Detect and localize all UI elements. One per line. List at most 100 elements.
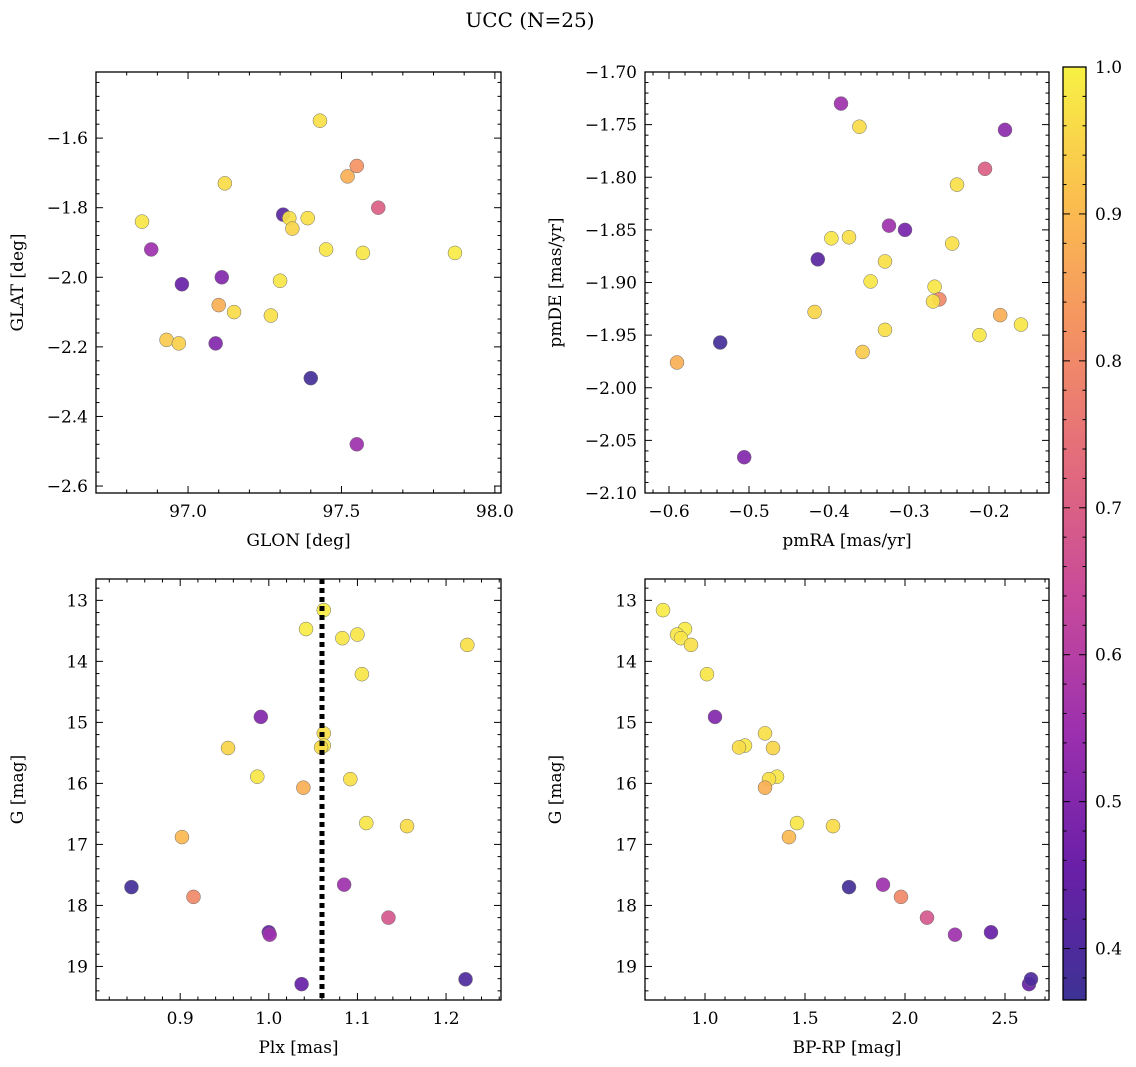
- scatter-point: [134, 214, 150, 229]
- scatter-point: [673, 630, 689, 646]
- scatter-point: [354, 666, 370, 682]
- scatter-point: [881, 218, 897, 233]
- scatter-point: [757, 780, 773, 795]
- y-tick-label: −1.80: [585, 168, 637, 188]
- axes-frame: [644, 578, 1050, 1001]
- scatter-point: [263, 308, 279, 323]
- panel-1: 97.0 97.5 98.0 −2.6 −2.4 −2.2 −2.0 −1.8 −1.6 GLON…: [8, 71, 514, 551]
- x-axis-label: Plx [mas]: [258, 1038, 338, 1058]
- x-tick-label: 1.5: [791, 1009, 818, 1029]
- x-tick-label: −0.3: [888, 502, 929, 522]
- scatter-point: [655, 602, 671, 618]
- x-tick-label: 1.0: [691, 1009, 718, 1029]
- y-tick-label: −2.4: [47, 407, 88, 427]
- scatter-point: [757, 726, 773, 741]
- y-tick-label: −2.00: [585, 379, 637, 399]
- y-tick-label: −2.6: [47, 477, 88, 497]
- scatter-point: [359, 815, 374, 831]
- x-tick-label: 1.1: [344, 1009, 371, 1029]
- y-tick-label: −1.90: [585, 274, 637, 294]
- scatter-point: [350, 627, 365, 642]
- scatter-point: [335, 630, 350, 646]
- scatter-point: [355, 245, 371, 261]
- scatter-point: [824, 231, 839, 246]
- scatter-point: [781, 829, 797, 845]
- scatter-point: [731, 740, 747, 755]
- scatter-panels: 97.0 97.5 98.0 −2.6 −2.4 −2.2 −2.0 −1.8 −1.6 GLON…: [8, 63, 1050, 1058]
- y-tick-label: 13: [615, 591, 637, 611]
- y-axis-label: G [mag]: [546, 755, 566, 824]
- points-layer: [669, 96, 1029, 465]
- colorbar-tick-label: 0.6: [1095, 646, 1122, 666]
- scatter-point: [349, 437, 365, 452]
- y-tick-label: 13: [66, 591, 88, 611]
- scatter-point: [841, 229, 857, 245]
- y-tick-label: 17: [615, 835, 637, 855]
- scatter-point: [944, 236, 960, 251]
- scatter-point: [298, 621, 314, 637]
- x-tick-label: 98.0: [476, 502, 514, 522]
- scatter-point: [925, 294, 941, 309]
- scatter-point: [1013, 317, 1029, 332]
- scatter-point: [211, 297, 226, 313]
- colorbar-tick-label: 0.5: [1095, 793, 1122, 813]
- x-tick-label: 97.5: [323, 502, 361, 522]
- y-axis-label: pmDE [mas/yr]: [546, 217, 566, 347]
- scatter-point: [371, 200, 386, 215]
- scatter-point: [460, 637, 475, 653]
- axes-frame: [644, 71, 1050, 494]
- scatter-point: [972, 327, 987, 343]
- y-axis-label: GLAT [deg]: [8, 233, 28, 331]
- scatter-point: [399, 818, 415, 834]
- scatter-point: [262, 927, 277, 942]
- panel-4: 1.0 1.5 2.0 2.5 13 14 15 16 17 18 19 BP-RP [mag] G […: [546, 578, 1050, 1058]
- scatter-point: [214, 270, 230, 285]
- y-tick-label: 18: [615, 896, 637, 916]
- scatter-point: [855, 344, 870, 360]
- scatter-point: [669, 355, 685, 370]
- colorbar-tick-label: 1.0: [1095, 58, 1122, 78]
- colorbar-tick-label: 0.7: [1095, 499, 1122, 519]
- scatter-point: [285, 221, 300, 236]
- scatter-point: [253, 709, 269, 725]
- y-tick-label: 19: [66, 957, 88, 977]
- scatter-point: [877, 322, 893, 338]
- x-tick-label: −0.5: [728, 502, 769, 522]
- scatter-point: [699, 666, 715, 682]
- x-axis-label: GLON [deg]: [246, 531, 350, 551]
- scatter-point: [736, 449, 752, 465]
- x-tick-label: 2.5: [991, 1009, 1018, 1029]
- scatter-point: [171, 336, 187, 351]
- scatter-point: [272, 273, 288, 289]
- scatter-point: [250, 769, 265, 784]
- scatter-point: [336, 877, 352, 892]
- scatter-point: [992, 307, 1008, 323]
- scatter-point: [217, 176, 233, 191]
- scatter-point: [159, 332, 174, 348]
- x-tick-label: −0.6: [648, 502, 689, 522]
- y-tick-label: 15: [615, 713, 637, 733]
- colorbar: 0.4 0.5 0.6 0.7 0.8 0.9 1.0: [1062, 58, 1122, 1001]
- scatter-point: [825, 818, 841, 834]
- x-tick-label: −0.4: [808, 502, 849, 522]
- scatter-point: [810, 252, 826, 267]
- scatter-point: [949, 177, 965, 192]
- panel-3: 0.9 1.0 1.1 1.2 13 14 15 16 17 18 19 Plx [mas] G [ma…: [8, 578, 502, 1058]
- scatter-point: [318, 242, 334, 257]
- scatter-point: [447, 245, 463, 261]
- scatter-point: [381, 910, 396, 925]
- y-tick-label: −1.70: [585, 63, 637, 83]
- x-tick-label: 1.0: [255, 1009, 282, 1029]
- scatter-point: [343, 771, 358, 787]
- scatter-point: [927, 279, 942, 294]
- y-tick-label: −1.95: [585, 326, 637, 346]
- scatter-point: [875, 877, 891, 892]
- figure-title: UCC (N=25): [465, 8, 594, 32]
- x-tick-label: 2.0: [891, 1009, 918, 1029]
- points-layer: [124, 602, 475, 992]
- points-layer: [134, 113, 463, 452]
- scatter-point: [947, 927, 963, 942]
- scatter-point: [983, 925, 999, 940]
- y-tick-label: 14: [66, 652, 88, 672]
- scatter-point: [294, 976, 309, 992]
